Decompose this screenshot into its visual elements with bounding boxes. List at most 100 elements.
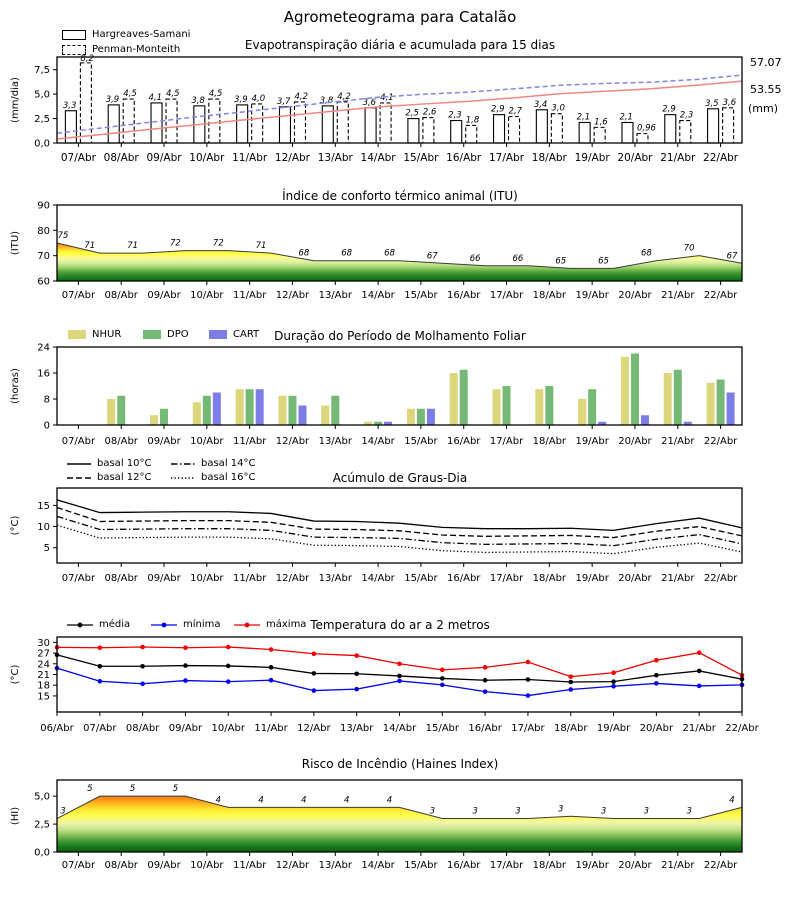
svg-text:4,5: 4,5 — [166, 89, 180, 99]
svg-text:11/Abr: 11/Abr — [232, 152, 268, 164]
svg-text:72: 72 — [170, 239, 181, 249]
svg-text:20/Abr: 20/Abr — [618, 290, 652, 301]
basal10-line-icon — [67, 462, 91, 465]
svg-text:5: 5 — [173, 784, 178, 794]
svg-text:21/Abr: 21/Abr — [661, 436, 695, 447]
svg-text:15/Abr: 15/Abr — [404, 290, 438, 301]
haines-chart: 0,0 2,5 5,0 07/Abr 08/Abr 09/Abr 10/Abr 11/Abr 1… — [10, 779, 743, 871]
svg-text:13/Abr: 13/Abr — [319, 860, 353, 871]
svg-text:16/Abr: 16/Abr — [446, 152, 482, 164]
svg-text:07/Abr: 07/Abr — [62, 290, 96, 301]
svg-text:10/Abr: 10/Abr — [212, 723, 246, 734]
molhamento-foliar-chart: 0 8 16 24 07/Abr 08/Abr 09/Abr 10/Abr 11/Abr 12/A… — [10, 343, 743, 447]
svg-text:67: 67 — [727, 251, 738, 261]
itu-chart: 60 70 80 90 07/Abr 08/Abr 09/Abr 10/Abr 11/Abr 12… — [10, 201, 743, 301]
svg-text:71: 71 — [256, 241, 267, 251]
svg-text:12/Abr: 12/Abr — [276, 860, 310, 871]
svg-text:66: 66 — [513, 254, 524, 264]
svg-text:12/Abr: 12/Abr — [297, 723, 331, 734]
svg-text:4: 4 — [301, 795, 306, 805]
basal12-line-icon — [67, 476, 91, 479]
svg-text:90: 90 — [37, 201, 50, 212]
legend-hargreaves-label: Hargreaves-Samani — [92, 29, 191, 40]
svg-text:08/Abr: 08/Abr — [105, 860, 139, 871]
svg-text:14/Abr: 14/Abr — [361, 573, 395, 584]
svg-text:3,6: 3,6 — [363, 98, 377, 108]
minima-line-icon — [151, 622, 177, 627]
svg-text:3,9: 3,9 — [106, 95, 120, 105]
svg-text:2,6: 2,6 — [423, 108, 437, 118]
svg-text:(HI): (HI) — [10, 807, 21, 825]
svg-text:09/Abr: 09/Abr — [147, 860, 181, 871]
svg-text:07/Abr: 07/Abr — [61, 152, 97, 164]
svg-text:09/Abr: 09/Abr — [169, 723, 203, 734]
svg-text:18/Abr: 18/Abr — [533, 436, 567, 447]
svg-text:13/Abr: 13/Abr — [319, 290, 353, 301]
svg-text:3: 3 — [472, 807, 477, 817]
svg-text:22/Abr: 22/Abr — [725, 723, 759, 734]
svg-text:06/Abr: 06/Abr — [40, 723, 74, 734]
svg-text:21/Abr: 21/Abr — [682, 723, 716, 734]
svg-text:4: 4 — [729, 795, 734, 805]
svg-text:2,9: 2,9 — [662, 105, 676, 115]
svg-text:(ITU): (ITU) — [10, 231, 21, 255]
svg-text:19/Abr: 19/Abr — [597, 723, 631, 734]
svg-text:20/Abr: 20/Abr — [618, 860, 652, 871]
svg-text:2,7: 2,7 — [509, 107, 523, 117]
svg-text:17/Abr: 17/Abr — [489, 152, 525, 164]
svg-text:3: 3 — [644, 807, 649, 817]
svg-text:3,0: 3,0 — [551, 104, 565, 114]
svg-text:14/Abr: 14/Abr — [383, 723, 417, 734]
itu-title: Índice de conforto térmico animal (ITU) — [282, 189, 518, 203]
svg-text:08/Abr: 08/Abr — [104, 152, 140, 164]
legend-minima: mínima — [150, 619, 221, 633]
svg-text:2,3: 2,3 — [448, 111, 462, 121]
legend-penman: Penman-Monteith — [62, 44, 180, 58]
svg-text:16/Abr: 16/Abr — [447, 573, 481, 584]
svg-text:19/Abr: 19/Abr — [575, 860, 609, 871]
evapo-title: Evapotranspiração diária e acumulada par… — [244, 38, 556, 52]
svg-text:27: 27 — [37, 649, 50, 660]
svg-text:24: 24 — [37, 659, 50, 670]
svg-text:09/Abr: 09/Abr — [147, 436, 181, 447]
svg-text:71: 71 — [127, 241, 138, 251]
svg-text:21/Abr: 21/Abr — [661, 573, 695, 584]
svg-text:15: 15 — [37, 501, 50, 512]
media-line-icon — [67, 622, 93, 627]
svg-text:20/Abr: 20/Abr — [617, 152, 653, 164]
svg-text:08/Abr: 08/Abr — [105, 436, 139, 447]
svg-text:2,9: 2,9 — [491, 105, 505, 115]
svg-text:20/Abr: 20/Abr — [618, 436, 652, 447]
svg-text:10/Abr: 10/Abr — [190, 436, 224, 447]
svg-text:16/Abr: 16/Abr — [447, 860, 481, 871]
graus-dia-title: Acúmulo de Graus-Dia — [332, 471, 468, 485]
svg-text:66: 66 — [470, 254, 481, 264]
svg-text:12/Abr: 12/Abr — [276, 436, 310, 447]
svg-text:22/Abr: 22/Abr — [704, 290, 738, 301]
svg-text:16: 16 — [37, 369, 50, 380]
svg-text:15/Abr: 15/Abr — [403, 152, 439, 164]
svg-text:19/Abr: 19/Abr — [575, 436, 609, 447]
svg-text:07/Abr: 07/Abr — [62, 573, 96, 584]
right-axis-unit: (mm) — [748, 102, 779, 115]
svg-text:11/Abr: 11/Abr — [233, 290, 267, 301]
svg-text:3,8: 3,8 — [320, 96, 334, 106]
svg-text:14/Abr: 14/Abr — [361, 290, 395, 301]
svg-text:72: 72 — [213, 239, 224, 249]
svg-text:11/Abr: 11/Abr — [233, 436, 267, 447]
maxima-line-icon — [234, 622, 260, 627]
svg-text:0,96: 0,96 — [637, 124, 657, 134]
svg-text:21/Abr: 21/Abr — [661, 290, 695, 301]
legend-maxima-label: máxima — [266, 619, 307, 630]
svg-text:17/Abr: 17/Abr — [490, 573, 524, 584]
svg-text:4,2: 4,2 — [294, 92, 308, 102]
legend-basal14: basal 14°C — [170, 458, 255, 472]
svg-text:3,5: 3,5 — [705, 99, 719, 109]
svg-text:3: 3 — [60, 807, 65, 817]
legend-cart: CART — [209, 329, 259, 343]
svg-text:80: 80 — [37, 226, 50, 237]
legend-media-label: média — [99, 619, 131, 630]
svg-text:4,1: 4,1 — [149, 93, 163, 103]
legend-dpo: DPO — [143, 329, 189, 343]
svg-text:22/Abr: 22/Abr — [704, 573, 738, 584]
